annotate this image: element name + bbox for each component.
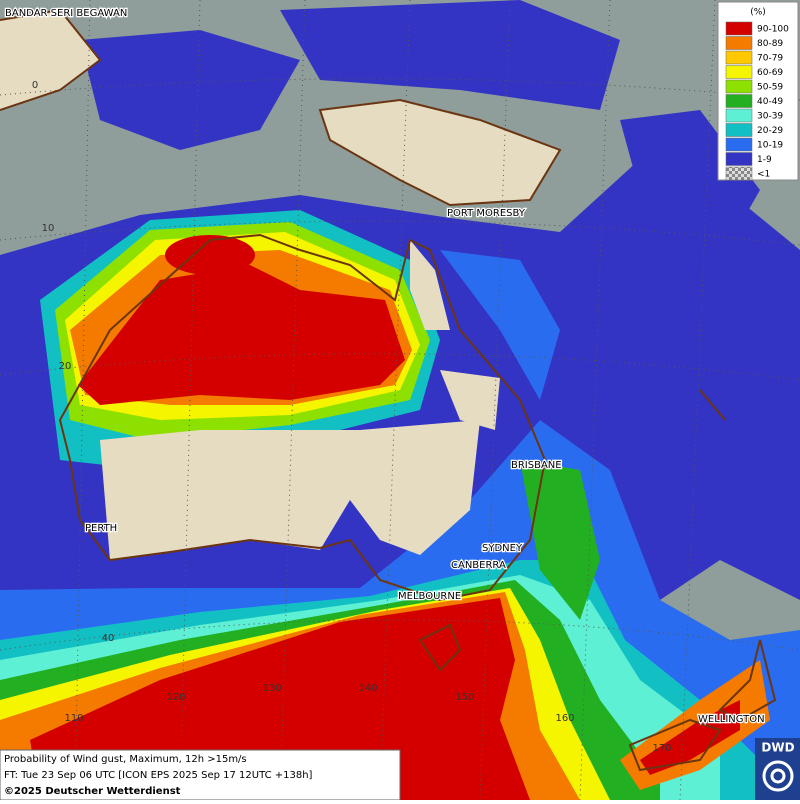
legend-label: <1 [757, 170, 770, 180]
legend-label: 10-19 [757, 141, 783, 151]
legend-swatch [725, 50, 753, 65]
legend-swatch [725, 166, 753, 181]
grid-label: 10 [42, 223, 55, 234]
logo-swirl [770, 768, 786, 784]
grid-label: 110 [64, 713, 83, 724]
map-labels: BANDAR SERI BEGAWAN PORT MORESBY BRISBANE P… [4, 7, 766, 754]
city-label: BRISBANE [511, 460, 562, 471]
legend-label: 40-49 [757, 97, 783, 107]
city-label: CANBERRA [451, 560, 506, 571]
grid-label: 140 [358, 683, 377, 694]
legend-label: 90-100 [757, 25, 789, 35]
city-label: WELLINGTON [698, 714, 765, 725]
grid-label: 40 [102, 633, 115, 644]
city-label: BANDAR SERI BEGAWAN [5, 8, 127, 19]
logo-swirl [762, 760, 794, 792]
logo: DWD [755, 738, 800, 800]
legend-label: 50-59 [757, 83, 783, 93]
legend-swatch [725, 94, 753, 108]
grid-label: 120 [166, 692, 185, 703]
city-label: PERTH [85, 523, 117, 534]
caption-box [0, 749, 401, 801]
legend-swatch [725, 79, 753, 94]
legend-label: 80-89 [757, 39, 783, 49]
caption: Probability of Wind gust, Maximum, 12h >… [0, 749, 401, 801]
logo-text: DWD [761, 741, 794, 755]
legend: (%) 90-100 80-89 70-79 60-69 50-59 40-49 30-39… [717, 1, 799, 181]
legend-swatch [725, 137, 753, 152]
grid-label: 170 [652, 743, 671, 754]
legend-rows: 90-100 80-89 70-79 60-69 50-59 40-49 30-39 20-2… [725, 21, 789, 181]
legend-label: 60-69 [757, 68, 783, 78]
legend-swatch [725, 21, 753, 36]
legend-title: (%) [750, 8, 766, 18]
city-label: SYDNEY [482, 543, 523, 554]
legend-swatch [725, 123, 753, 137]
grid-label: 20 [59, 361, 72, 372]
city-label: PORT MORESBY [447, 208, 526, 219]
legend-swatch [725, 36, 753, 50]
grid-label: 0 [32, 80, 38, 91]
legend-swatch [725, 65, 753, 79]
legend-swatch [725, 108, 753, 123]
legend-label: 30-39 [757, 112, 783, 122]
legend-label: 70-79 [757, 54, 783, 64]
grid-label: 130 [262, 683, 281, 694]
coastlines [0, 8, 777, 772]
grid-label: 150 [455, 692, 474, 703]
caption-line: Probability of Wind gust, Maximum, 12h >… [4, 754, 247, 765]
grid-label: 160 [555, 713, 574, 724]
legend-label: 20-29 [757, 126, 783, 136]
caption-line: ©2025 Deutscher Wetterdienst [4, 786, 181, 797]
legend-label: 1-9 [757, 155, 772, 165]
legend-swatch [725, 152, 753, 166]
city-label: MELBOURNE [398, 591, 461, 602]
caption-line: FT: Tue 23 Sep 06 UTC [ICON EPS 2025 Sep… [4, 770, 313, 781]
